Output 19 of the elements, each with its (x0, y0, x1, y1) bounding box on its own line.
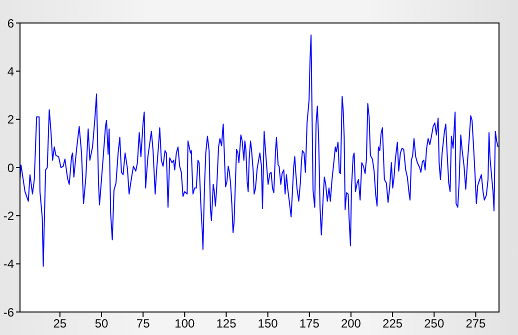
y-tick-label: 6 (7, 16, 14, 30)
x-tick-label: 225 (382, 316, 403, 331)
x-tick-label: 250 (424, 316, 444, 331)
x-tick-label: 25 (53, 316, 67, 331)
x-tick-label: 175 (299, 316, 320, 331)
y-tick-label: 0 (7, 160, 14, 175)
x-tick-label: 50 (94, 316, 108, 331)
x-tick-label: 200 (340, 316, 362, 331)
y-tick-label: -4 (3, 257, 14, 272)
x-tick-label: 275 (466, 316, 486, 331)
y-tick-label: -6 (3, 305, 14, 320)
y-tick-label: 4 (7, 64, 14, 78)
y-tick-label: -2 (3, 208, 14, 223)
x-tick-label: 75 (136, 316, 150, 331)
x-tick-label: 150 (258, 316, 278, 331)
line-series (20, 34, 498, 267)
y-tick-label: 2 (7, 112, 14, 127)
x-tick-label: 125 (216, 316, 237, 331)
x-tick-label: 100 (174, 316, 195, 331)
